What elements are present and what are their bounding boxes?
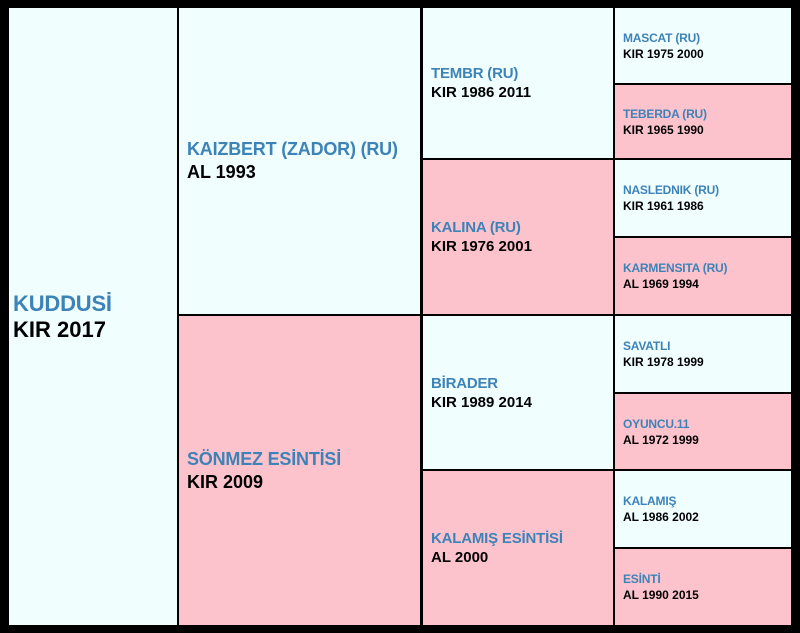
horse-info: AL 1990 2015 bbox=[623, 588, 699, 602]
horse-name: KARMENSITA (RU) bbox=[623, 261, 728, 275]
horse-name: SÖNMEZ ESİNTİSİ bbox=[187, 448, 342, 469]
horse-name: ESİNTİ bbox=[623, 572, 661, 586]
horse-name: TEMBR (RU) bbox=[431, 65, 519, 82]
horse-name: NASLEDNIK (RU) bbox=[623, 183, 719, 197]
horse-info: AL 1986 2002 bbox=[623, 510, 699, 524]
ancestor-cell[interactable]: SAVATLI KIR 1978 1999 bbox=[615, 316, 791, 392]
horse-info: KIR 1986 2011 bbox=[431, 84, 532, 101]
horse-name: TEBERDA (RU) bbox=[623, 106, 707, 121]
ancestor-cell[interactable]: NASLEDNIK (RU) KIR 1961 1986 bbox=[615, 160, 791, 236]
horse-name: BİRADER bbox=[431, 374, 498, 392]
ancestor-cell[interactable]: OYUNCU.11 AL 1972 1999 bbox=[615, 394, 791, 469]
horse-info: KIR 1975 2000 bbox=[623, 46, 704, 61]
dam-sire-cell[interactable]: BİRADER KIR 1989 2014 bbox=[423, 316, 613, 469]
horse-info: KIR 1989 2014 bbox=[431, 393, 532, 411]
horse-info: AL 1993 bbox=[187, 162, 256, 182]
ancestor-cell[interactable]: KALAMIŞ AL 1986 2002 bbox=[615, 471, 791, 547]
horse-info: KIR 1978 1999 bbox=[623, 355, 704, 369]
horse-name: KALINA (RU) bbox=[431, 219, 521, 236]
sire-sire-cell[interactable]: TEMBR (RU) KIR 1986 2011 bbox=[423, 8, 613, 158]
horse-info: KIR 1976 2001 bbox=[431, 238, 532, 255]
horse-info: AL 2000 bbox=[431, 549, 489, 566]
horse-name: SAVATLI bbox=[623, 339, 671, 353]
horse-name: MASCAT (RU) bbox=[623, 30, 700, 45]
ancestor-cell[interactable]: KARMENSITA (RU) AL 1969 1994 bbox=[615, 238, 791, 314]
dam-dam-cell[interactable]: KALAMIŞ ESİNTİSİ AL 2000 bbox=[423, 471, 613, 625]
horse-name: KALAMIŞ bbox=[623, 494, 677, 508]
ancestor-cell[interactable]: TEBERDA (RU) KIR 1965 1990 bbox=[615, 85, 791, 158]
ancestor-cell[interactable]: ESİNTİ AL 1990 2015 bbox=[615, 549, 791, 625]
horse-info: AL 1969 1994 bbox=[623, 277, 699, 291]
horse-info: KIR 2009 bbox=[187, 471, 264, 492]
dam-cell[interactable]: SÖNMEZ ESİNTİSİ KIR 2009 bbox=[179, 316, 420, 625]
horse-name: KUDDUSİ bbox=[13, 290, 112, 316]
horse-info: KIR 2017 bbox=[13, 316, 106, 342]
horse-name: KALAMIŞ ESİNTİSİ bbox=[431, 530, 563, 547]
ancestor-cell[interactable]: MASCAT (RU) KIR 1975 2000 bbox=[615, 8, 791, 83]
horse-name: KAIZBERT (ZADOR) (RU) bbox=[187, 139, 398, 159]
horse-name: OYUNCU.11 bbox=[623, 416, 690, 431]
horse-info: KIR 1961 1986 bbox=[623, 199, 704, 213]
sire-dam-cell[interactable]: KALINA (RU) KIR 1976 2001 bbox=[423, 160, 613, 314]
horse-info: AL 1972 1999 bbox=[623, 432, 699, 447]
horse-info: KIR 1965 1990 bbox=[623, 122, 704, 137]
subject-horse-cell[interactable]: KUDDUSİ KIR 2017 bbox=[9, 8, 177, 625]
sire-cell[interactable]: KAIZBERT (ZADOR) (RU) AL 1993 bbox=[179, 8, 420, 314]
